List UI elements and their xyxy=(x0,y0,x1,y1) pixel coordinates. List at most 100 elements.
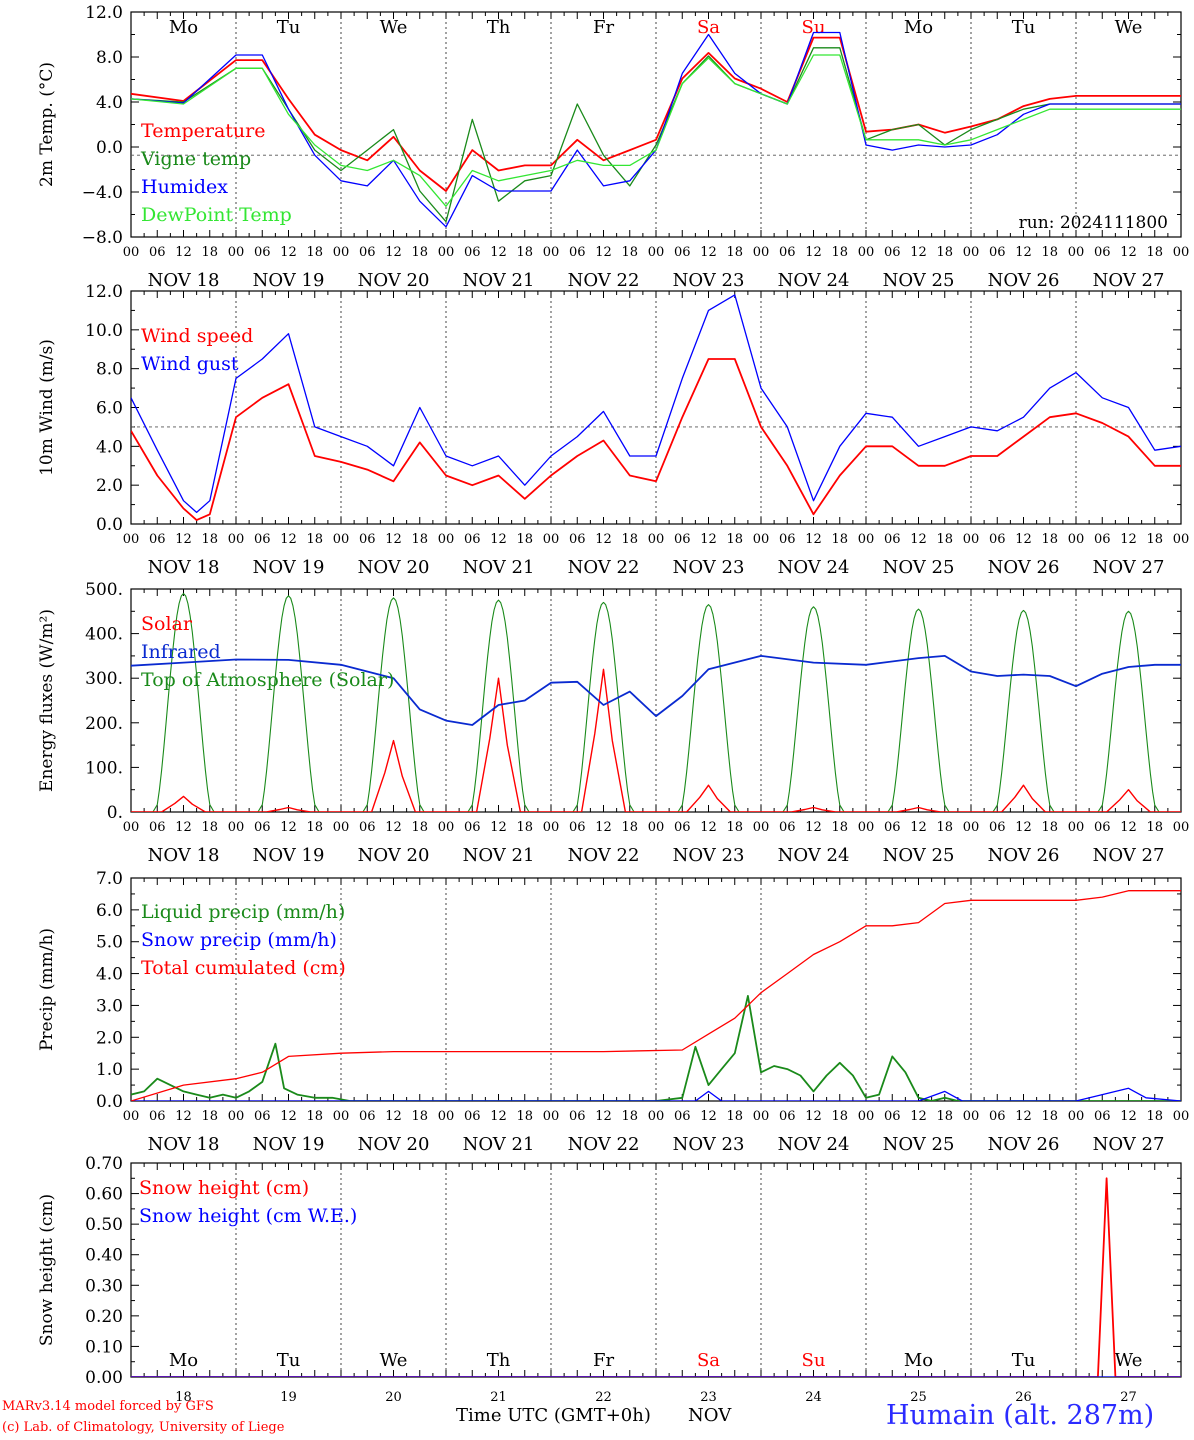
x-hour-label: 06 xyxy=(779,532,796,547)
x-hour-label: 06 xyxy=(149,532,166,547)
run-annotation: run: 2024111800 xyxy=(1019,213,1168,233)
x-hour-label: 06 xyxy=(1094,245,1111,260)
series-line-3 xyxy=(131,890,1181,1101)
x-date-label: NOV 19 xyxy=(253,845,325,866)
x-date-label: NOV 23 xyxy=(673,1134,745,1155)
x-hour-label: 06 xyxy=(674,532,691,547)
x-hour-label: 18 xyxy=(831,1109,848,1124)
x-hour-label: 00 xyxy=(123,820,140,835)
x-date-label: NOV 21 xyxy=(463,270,535,291)
y-tick-label: 4.0 xyxy=(96,93,123,113)
x-date-label: NOV 25 xyxy=(883,845,955,866)
y-axis-label: Precip (mm/h) xyxy=(37,928,57,1051)
legend-entry: DewPoint Temp xyxy=(141,204,292,226)
x-hour-label: 00 xyxy=(858,245,875,260)
x-hour-label: 00 xyxy=(753,820,770,835)
day-name-label: Mo xyxy=(169,17,198,38)
x-hour-label: 12 xyxy=(385,245,402,260)
x-hour-label: 00 xyxy=(1173,532,1190,547)
x-hour-label: 18 xyxy=(936,820,953,835)
x-hour-label: 18 xyxy=(516,1109,533,1124)
x-date-label: NOV 18 xyxy=(148,1134,220,1155)
x-hour-label: 00 xyxy=(648,532,665,547)
legend-entry: Snow height (cm) xyxy=(139,1177,309,1199)
x-date-label: NOV 23 xyxy=(673,845,745,866)
x-hour-label: 06 xyxy=(884,245,901,260)
x-hour-label: 12 xyxy=(175,245,192,260)
y-tick-label: 12.0 xyxy=(85,282,123,302)
x-hour-label: 12 xyxy=(175,532,192,547)
x-hour-label: 18 xyxy=(1146,820,1163,835)
legend-entry: Solar xyxy=(141,613,193,635)
x-hour-label: 00 xyxy=(543,245,560,260)
panel-5: 0.70 0.60 0.50 0.40 0.30 0.20 0.10 0.00 Snow hei… xyxy=(37,1154,1182,1405)
x-hour-label: 00 xyxy=(123,245,140,260)
legend-entry: Temperature xyxy=(141,120,265,142)
x-hour-label: 06 xyxy=(254,245,271,260)
x-hour-label: 18 xyxy=(306,245,323,260)
series-line-1 xyxy=(131,36,1181,192)
legend-entry: Wind speed xyxy=(141,325,253,347)
y-tick-label: −4.0 xyxy=(82,183,123,203)
x-hour-label: 12 xyxy=(490,820,507,835)
x-hour-label: 12 xyxy=(1015,532,1032,547)
x-hour-label: 00 xyxy=(333,245,350,260)
infrared-line xyxy=(131,655,1181,726)
y-tick-label: 300. xyxy=(85,669,123,689)
day-name-label: Tu xyxy=(277,1350,301,1371)
legend-entry: Infrared xyxy=(141,641,221,663)
x-hour-label: 06 xyxy=(569,245,586,260)
x-hour-label: 18 xyxy=(201,532,218,547)
x-axis-label: Time UTC (GMT+0h) xyxy=(456,1405,651,1426)
x-hour-label: 18 xyxy=(516,532,533,547)
x-hour-label: 12 xyxy=(385,820,402,835)
x-hour-label: 00 xyxy=(858,532,875,547)
x-hour-label: 18 xyxy=(1041,532,1058,547)
y-tick-label: 1.0 xyxy=(96,1060,123,1080)
toa-solar-line xyxy=(887,608,950,812)
x-hour-label: 12 xyxy=(1015,245,1032,260)
x-hour-label: 18 xyxy=(621,1109,638,1124)
toa-solar-line xyxy=(257,595,320,812)
x-hour-label: 18 xyxy=(411,245,428,260)
x-hour-label: 00 xyxy=(1068,1109,1085,1124)
month-label: NOV xyxy=(688,1405,732,1426)
x-hour-label: 12 xyxy=(700,820,717,835)
day-name-label: Mo xyxy=(904,17,933,38)
x-date-label: NOV 26 xyxy=(988,1134,1060,1155)
legend-entry: Humidex xyxy=(141,176,228,198)
x-date-label: NOV 21 xyxy=(463,557,535,578)
x-hour-label: 12 xyxy=(280,245,297,260)
y-tick-label: 400. xyxy=(85,625,123,645)
panel-2: 12.0 10.0 8.0 6.0 4.0 2.0 0.0 10m Wind (m/s) 00 0… xyxy=(37,282,1189,578)
x-date-label: NOV 24 xyxy=(778,1134,850,1155)
x-hour-label: 06 xyxy=(464,532,481,547)
x-hour-label: 12 xyxy=(1015,820,1032,835)
x-hour-label: 18 xyxy=(621,820,638,835)
legend-entry: Wind gust xyxy=(141,353,239,375)
x-date-label: NOV 22 xyxy=(568,1134,640,1155)
x-date-label: NOV 25 xyxy=(883,1134,955,1155)
x-hour-label: 12 xyxy=(280,532,297,547)
x-hour-label: 12 xyxy=(805,820,822,835)
y-tick-label: 500. xyxy=(85,580,123,600)
x-hour-label: 00 xyxy=(228,532,245,547)
x-hour-label: 06 xyxy=(989,245,1006,260)
x-date-label: NOV 22 xyxy=(568,557,640,578)
x-date-label: NOV 21 xyxy=(463,845,535,866)
x-hour-label: 06 xyxy=(359,820,376,835)
x-hour-label: 00 xyxy=(963,820,980,835)
day-name-label: Fr xyxy=(593,1350,614,1371)
x-day-number: 20 xyxy=(385,1390,402,1405)
x-hour-label: 06 xyxy=(149,245,166,260)
day-name-label: Mo xyxy=(904,1350,933,1371)
series-group xyxy=(131,294,1181,521)
x-hour-label: 06 xyxy=(779,1109,796,1124)
x-date-label: NOV 26 xyxy=(988,845,1060,866)
x-hour-label: 00 xyxy=(123,532,140,547)
x-date-label: NOV 18 xyxy=(148,557,220,578)
x-hour-label: 00 xyxy=(753,1109,770,1124)
x-date-label: NOV 27 xyxy=(1093,557,1165,578)
x-date-label: NOV 27 xyxy=(1093,845,1165,866)
